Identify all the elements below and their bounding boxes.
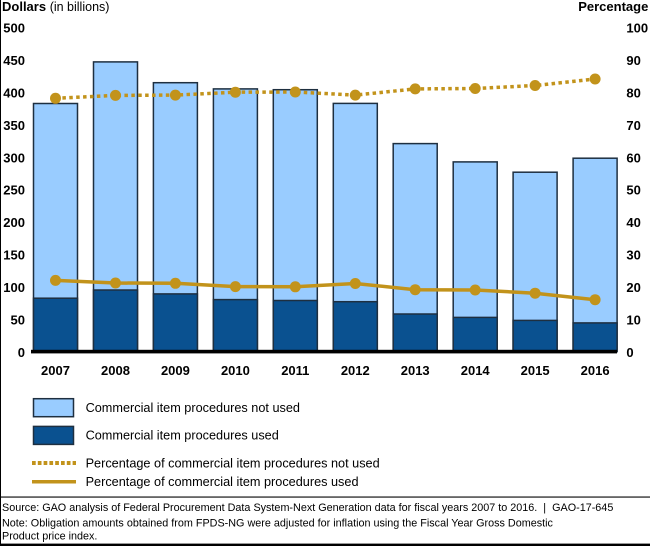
svg-text:2011: 2011	[281, 363, 309, 378]
svg-text:70: 70	[626, 118, 640, 133]
svg-text:90: 90	[626, 53, 640, 68]
svg-text:30: 30	[626, 248, 640, 263]
svg-text:350: 350	[3, 118, 25, 133]
svg-text:500: 500	[3, 21, 25, 36]
svg-text:2016: 2016	[581, 363, 610, 378]
svg-text:200: 200	[3, 215, 25, 230]
svg-text:100: 100	[626, 21, 648, 36]
svg-text:Commercial item procedures not: Commercial item procedures not used	[86, 401, 300, 415]
svg-text:Product price index.: Product price index.	[2, 531, 97, 543]
svg-text:100: 100	[3, 280, 25, 295]
svg-text:40: 40	[626, 215, 640, 230]
svg-text:Source: GAO analysis of Federa: Source: GAO analysis of Federal Procurem…	[2, 502, 613, 514]
svg-text:Percentage of commercial item: Percentage of commercial item procedures…	[86, 456, 380, 470]
svg-text:450: 450	[3, 53, 25, 68]
svg-text:Percentage: Percentage	[578, 0, 648, 14]
svg-text:10: 10	[626, 313, 640, 328]
svg-text:2015: 2015	[521, 363, 550, 378]
svg-text:2010: 2010	[221, 363, 250, 378]
svg-text:0: 0	[18, 345, 25, 360]
svg-text:150: 150	[3, 248, 25, 263]
svg-text:2007: 2007	[41, 363, 70, 378]
svg-text:60: 60	[626, 150, 640, 165]
svg-text:250: 250	[3, 183, 25, 198]
svg-text:0: 0	[626, 345, 633, 360]
svg-text:2009: 2009	[161, 363, 190, 378]
svg-text:2008: 2008	[101, 363, 130, 378]
svg-text:80: 80	[626, 85, 640, 100]
svg-text:2014: 2014	[461, 363, 491, 378]
svg-text:Percentage of commercial item: Percentage of commercial item procedures…	[86, 475, 359, 489]
svg-text:50: 50	[11, 313, 25, 328]
svg-text:Dollars (in billions): Dollars (in billions)	[2, 0, 109, 14]
svg-text:Note: Obligation amounts obtai: Note: Obligation amounts obtained from F…	[2, 518, 554, 530]
svg-text:2012: 2012	[341, 363, 370, 378]
svg-text:2013: 2013	[401, 363, 430, 378]
svg-text:50: 50	[626, 183, 640, 198]
svg-text:300: 300	[3, 150, 25, 165]
svg-text:20: 20	[626, 280, 640, 295]
svg-text:Commercial item procedures use: Commercial item procedures used	[86, 429, 279, 443]
svg-text:400: 400	[3, 85, 25, 100]
